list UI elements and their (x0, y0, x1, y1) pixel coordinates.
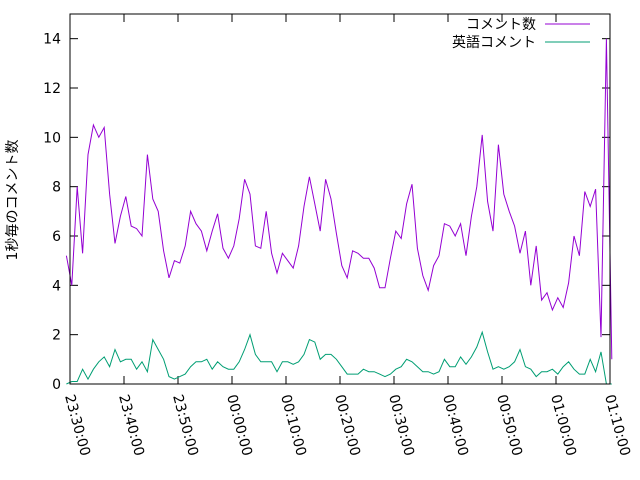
series-line-0 (65, 38, 613, 360)
y-tick-label: 14 (43, 32, 61, 48)
y-tick-label: 10 (43, 130, 61, 146)
x-tick-label: 01:10:00 (601, 393, 633, 458)
y-tick-label: 12 (43, 81, 61, 97)
x-tick-label: 23:30:00 (61, 393, 93, 458)
x-tick-label: 00:00:00 (223, 393, 255, 458)
y-axis-title: 1秒毎のコメント数 (5, 140, 21, 261)
y-tick-label: 2 (52, 328, 61, 344)
plot-frame (69, 13, 611, 385)
x-tick-label: 00:40:00 (439, 393, 471, 458)
y-tick-label: 8 (52, 180, 61, 196)
x-tick-label: 00:10:00 (277, 393, 309, 458)
y-tick-label: 0 (52, 377, 61, 393)
x-tick-label: 23:50:00 (169, 393, 201, 458)
x-tick-label: 01:00:00 (547, 393, 579, 458)
x-tick-label: 00:30:00 (385, 393, 417, 458)
y-tick-label: 4 (52, 278, 61, 294)
x-tick-label: 00:50:00 (493, 393, 525, 458)
x-tick-label: 23:40:00 (115, 393, 147, 458)
series-layer (65, 38, 613, 385)
y-tick-label: 6 (52, 229, 61, 245)
y-axis-title-group: 1秒毎のコメント数 (5, 140, 21, 261)
legend-label: コメント数 (466, 17, 536, 33)
x-tick-label: 00:20:00 (331, 393, 363, 458)
series-line-1 (66, 330, 612, 385)
legend-label: 英語コメント (452, 34, 536, 51)
x-axis-ticks: 23:30:00 23:40:00 23:50:00 00:00:00 00:10:00… (61, 14, 633, 458)
